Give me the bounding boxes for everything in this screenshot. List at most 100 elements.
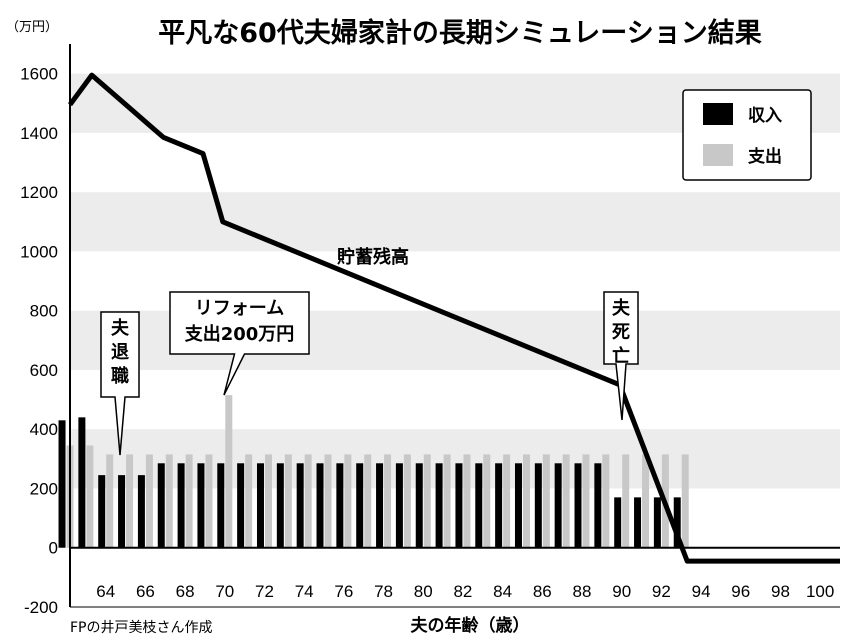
annotation-text: 夫 xyxy=(612,297,631,319)
x-tick-label: 66 xyxy=(136,582,155,601)
annotation-box xyxy=(100,311,140,456)
income-bar xyxy=(514,463,522,548)
expense-bar xyxy=(681,454,689,548)
y-tick-label: 1000 xyxy=(20,242,58,261)
income-bar xyxy=(415,463,423,548)
income-bar xyxy=(395,463,403,548)
income-bar xyxy=(594,463,602,548)
x-tick-label: 98 xyxy=(771,582,790,601)
income-bar xyxy=(495,463,503,548)
annotation-text: リフォーム xyxy=(195,298,284,319)
income-bar xyxy=(534,463,542,548)
x-axis-label: 夫の年齢（歳） xyxy=(411,615,530,636)
expense-bar xyxy=(165,454,173,548)
expense-bar xyxy=(145,454,153,548)
income-bar xyxy=(316,463,324,548)
expense-bar xyxy=(344,454,352,548)
income-bar xyxy=(197,463,205,548)
income-bar xyxy=(673,497,681,548)
expense-bar xyxy=(225,395,233,548)
income-bar xyxy=(98,475,106,548)
annotation-callout: 夫退職 xyxy=(100,311,140,456)
x-tick-label: 96 xyxy=(731,582,750,601)
y-tick-label: 0 xyxy=(49,539,58,558)
x-tick-label: 86 xyxy=(533,582,552,601)
expense-bar xyxy=(522,454,530,548)
annotation-text: 支出200万円 xyxy=(184,323,295,345)
x-tick-label: 90 xyxy=(612,582,631,601)
background-band xyxy=(70,192,840,252)
income-bar xyxy=(78,417,86,548)
x-tick-label: 76 xyxy=(334,582,353,601)
expense-bar xyxy=(423,454,431,548)
x-tick-label: 100 xyxy=(806,582,834,601)
expense-bar xyxy=(582,454,590,548)
y-tick-label: 600 xyxy=(30,361,58,380)
expense-bar xyxy=(126,454,134,548)
income-bar xyxy=(217,463,225,548)
annotation-box xyxy=(603,291,639,421)
income-bar xyxy=(336,463,344,548)
income-bar xyxy=(574,463,582,548)
x-tick-label: 80 xyxy=(414,582,433,601)
y-unit-label: （万円） xyxy=(6,20,58,35)
expense-bar xyxy=(364,454,372,548)
expense-bar xyxy=(503,454,511,548)
x-tick-label: 68 xyxy=(176,582,195,601)
income-bar xyxy=(634,497,642,548)
income-bar xyxy=(237,463,245,548)
y-tick-label: 800 xyxy=(30,302,58,321)
x-tick-label: 94 xyxy=(692,582,711,601)
annotation-text: 職 xyxy=(111,365,129,387)
expense-bar xyxy=(483,454,491,548)
x-tick-label: 74 xyxy=(295,582,314,601)
x-tick-label: 78 xyxy=(374,582,393,601)
income-bar xyxy=(435,463,443,548)
annotation-text: 亡 xyxy=(612,345,630,367)
expense-bar xyxy=(185,454,193,548)
income-bar xyxy=(614,497,622,548)
savings-line xyxy=(67,72,840,564)
expense-bar xyxy=(562,454,570,548)
y-tick-label: -200 xyxy=(24,598,58,617)
income-bar xyxy=(554,463,562,548)
x-tick-label: 82 xyxy=(453,582,472,601)
y-tick-label: 1200 xyxy=(20,183,58,202)
savings-line-series xyxy=(67,72,840,564)
income-bar xyxy=(376,463,384,548)
income-bar xyxy=(296,463,304,548)
expense-bar xyxy=(622,454,630,548)
y-tick-label: 1600 xyxy=(20,65,58,84)
x-tick-labels: 64 66 68 70 72 74 76 78 80 82 84 86 88 90 92 94 96 98 100 xyxy=(96,582,834,601)
y-tick-label: 400 xyxy=(30,420,58,439)
expense-bar xyxy=(403,454,411,548)
expense-bar xyxy=(542,454,550,548)
income-bar xyxy=(137,475,145,548)
axes xyxy=(69,44,840,608)
expense-bar xyxy=(284,454,292,548)
expense-bar xyxy=(86,445,94,548)
expense-bar xyxy=(443,454,451,548)
line-series-label: 貯蓄残高 xyxy=(337,246,409,268)
expense-bar xyxy=(205,454,213,548)
income-bar xyxy=(276,463,284,548)
expense-bar xyxy=(602,454,610,548)
expense-bar xyxy=(245,454,253,548)
background-band xyxy=(70,429,840,489)
chart-title: 平凡な60代夫婦家計の長期シミュレーション結果 xyxy=(158,17,762,49)
x-tick-label: 72 xyxy=(255,582,274,601)
expense-bar xyxy=(384,454,392,548)
source-credit: FPの井戸美枝さん作成 xyxy=(70,620,213,636)
income-bar xyxy=(177,463,185,548)
income-bar xyxy=(157,463,165,548)
y-tick-labels: 1600 1400 1200 1000 800 600 400 200 0 -200 xyxy=(20,65,58,617)
income-bar xyxy=(256,463,264,548)
income-bar xyxy=(455,463,463,548)
expense-bar xyxy=(642,454,650,548)
annotation-callout: 夫死亡 xyxy=(603,291,639,421)
legend-swatch xyxy=(703,103,733,125)
